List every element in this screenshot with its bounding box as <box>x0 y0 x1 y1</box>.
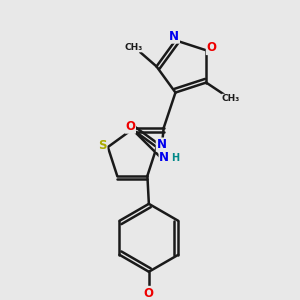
Text: H: H <box>171 152 179 163</box>
Text: N: N <box>156 138 167 151</box>
Text: S: S <box>98 139 107 152</box>
Text: O: O <box>206 41 217 54</box>
Text: O: O <box>125 120 135 133</box>
Text: CH₃: CH₃ <box>124 43 143 52</box>
Text: N: N <box>159 151 169 164</box>
Text: O: O <box>144 286 154 299</box>
Text: CH₃: CH₃ <box>222 94 240 103</box>
Text: N: N <box>169 30 179 43</box>
